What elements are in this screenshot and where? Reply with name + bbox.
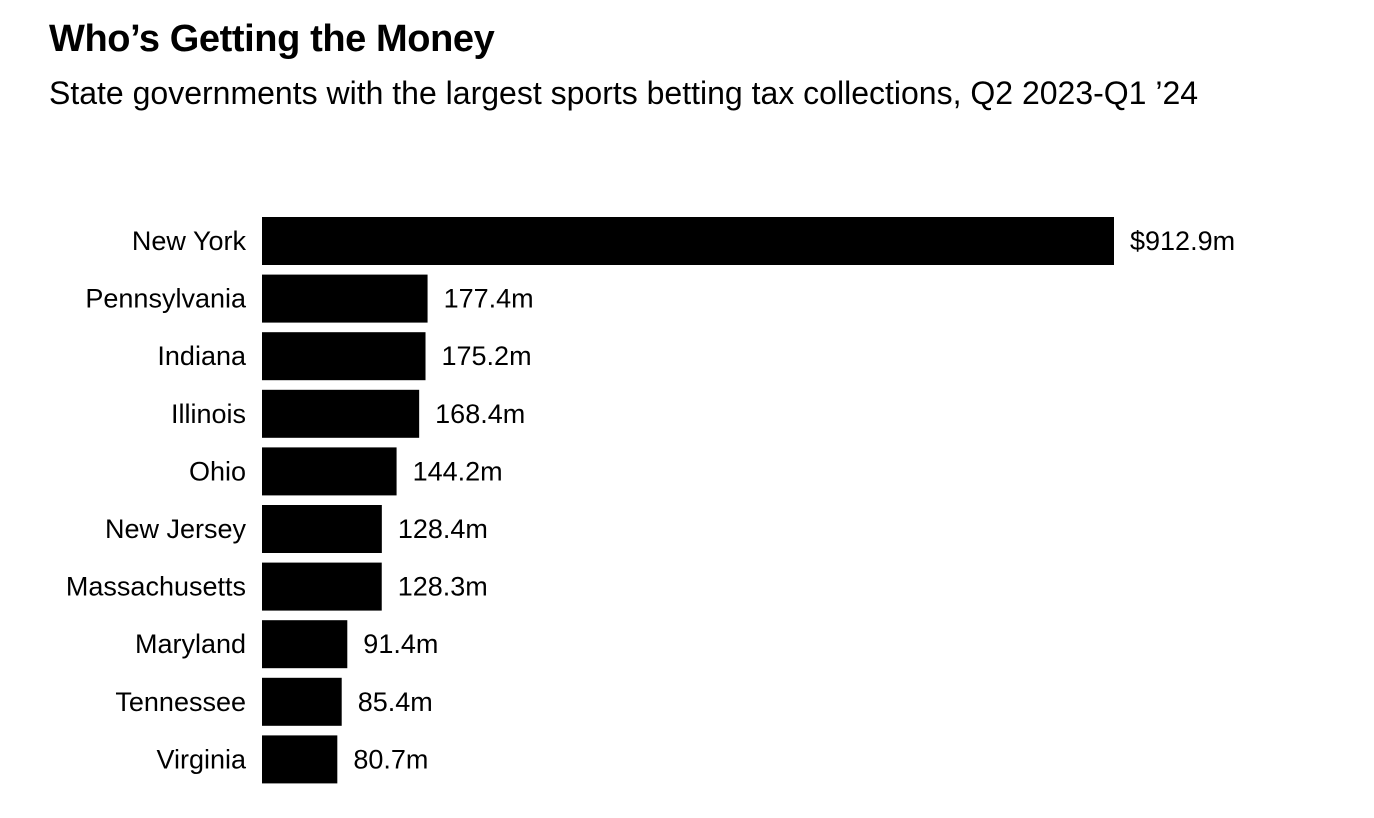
bar: [262, 677, 342, 726]
bar: [262, 505, 382, 553]
bar-row: Virginia 80.7m: [156, 735, 428, 784]
category-label: Virginia: [156, 744, 247, 774]
bar-row: Massachusetts 128.3m: [66, 562, 488, 611]
value-label: 168.4m: [435, 399, 525, 429]
value-label: $912.9m: [1130, 226, 1235, 256]
value-label: 128.4m: [398, 514, 488, 544]
bar: [262, 274, 428, 323]
bar: [262, 217, 1114, 265]
category-label: Maryland: [135, 629, 246, 659]
category-label: New Jersey: [105, 514, 247, 544]
category-label: New York: [132, 226, 247, 256]
bar-row: Pennsylvania 177.4m: [85, 274, 534, 323]
value-label: 128.3m: [398, 572, 488, 602]
category-label: Pennsylvania: [85, 284, 247, 314]
bar: [262, 389, 420, 438]
bar-row: Ohio 144.2m: [189, 447, 503, 496]
bar-row: Maryland 91.4m: [135, 620, 438, 669]
bar: [262, 620, 348, 669]
bar-row: Indiana 175.2m: [157, 332, 532, 381]
category-label: Massachusetts: [66, 572, 246, 602]
value-label: 175.2m: [442, 341, 532, 371]
bar: [262, 562, 382, 611]
value-label: 80.7m: [353, 744, 428, 774]
bar-row: Illinois 168.4m: [171, 389, 525, 438]
value-label: 177.4m: [444, 284, 534, 314]
value-label: 85.4m: [358, 687, 433, 717]
category-label: Illinois: [171, 399, 246, 429]
category-label: Ohio: [189, 456, 246, 486]
chart-subtitle: State governments with the largest sport…: [49, 75, 1199, 111]
bar: [262, 735, 338, 784]
bar: [262, 332, 426, 381]
bar-row: Tennessee 85.4m: [115, 677, 433, 726]
value-label: 91.4m: [363, 629, 438, 659]
chart-title: Who’s Getting the Money: [49, 18, 495, 60]
category-label: Indiana: [157, 341, 247, 371]
bar-row: New Jersey 128.4m: [105, 505, 488, 553]
bar-row: New York $912.9m: [132, 217, 1235, 265]
bar: [262, 447, 397, 496]
category-label: Tennessee: [115, 687, 246, 717]
value-label: 144.2m: [413, 456, 503, 486]
